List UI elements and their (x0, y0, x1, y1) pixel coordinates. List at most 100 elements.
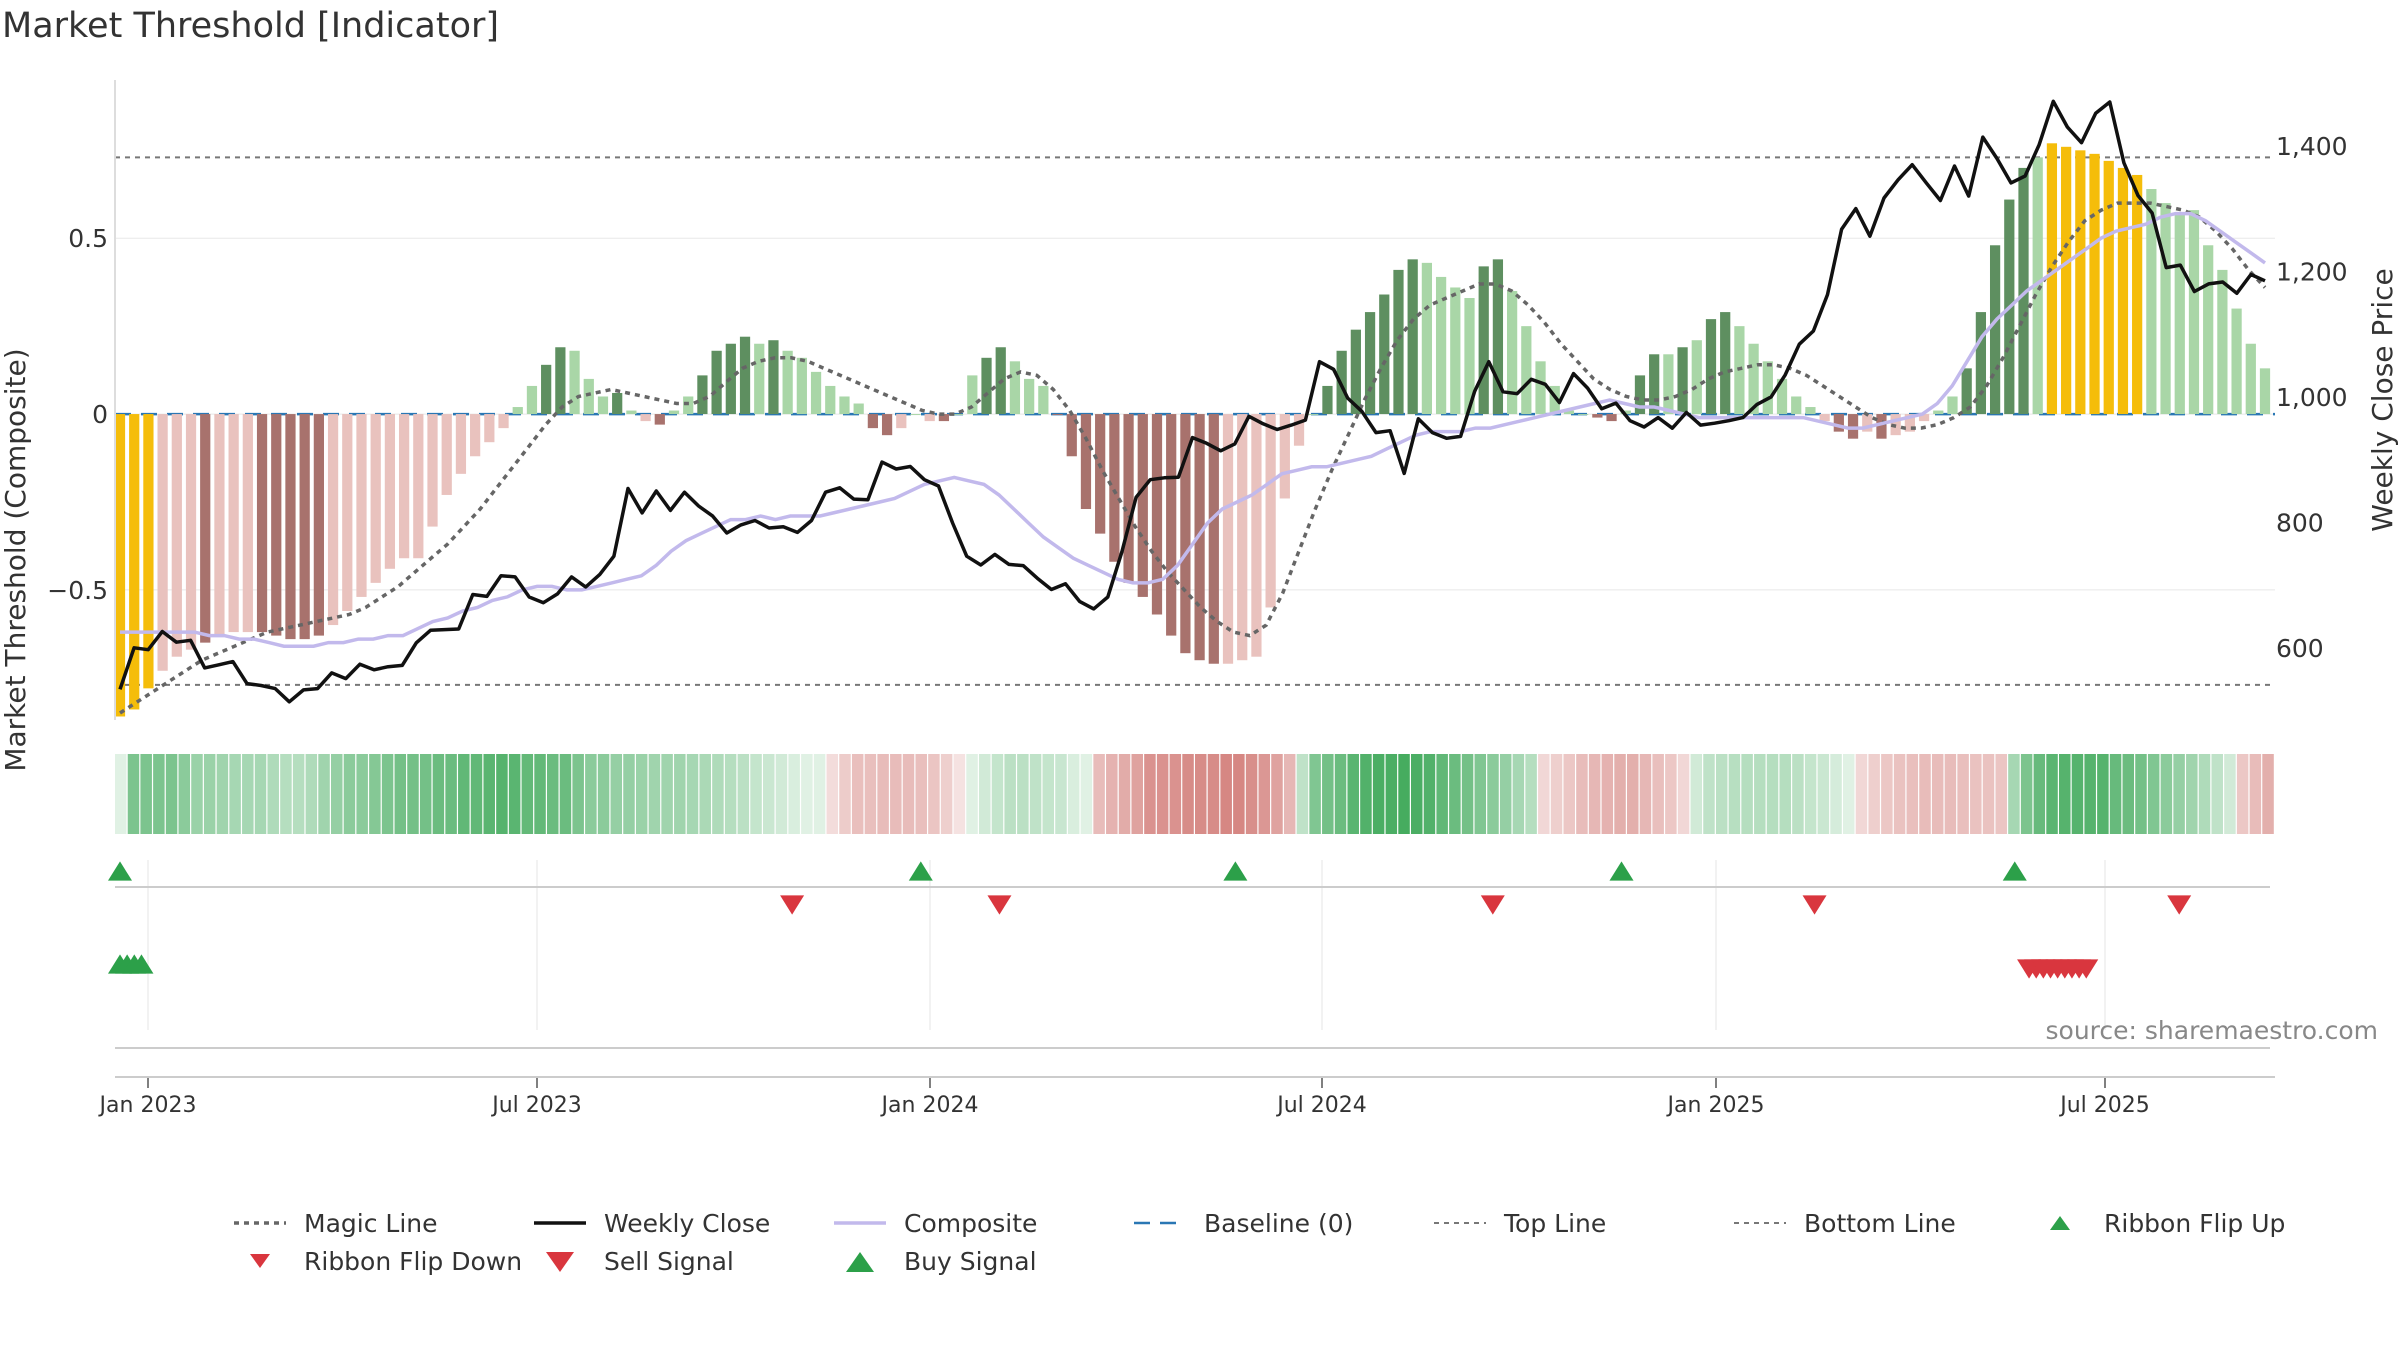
composite-bar (498, 414, 509, 429)
composite-bar (2160, 203, 2171, 415)
legend-label: Magic Line (304, 1208, 438, 1238)
signal-markers: Jan 2023 Jul 2023 Jan 2024 Jul 2024 Jan 2025… (98, 860, 2275, 1118)
composite-bar (2203, 245, 2214, 415)
sell-signal-marker (987, 895, 1012, 915)
y2-tick-label: 800 (2276, 508, 2324, 537)
ribbon-cell (229, 754, 241, 834)
ribbon-cell (1817, 754, 1830, 834)
legend-symbol-buy (846, 1252, 874, 1272)
ribbon-cell (1411, 754, 1423, 834)
composite-bar (1563, 410, 1575, 415)
y-tick-label: −0.5 (47, 576, 108, 605)
ribbon-cell (1436, 754, 1448, 834)
ribbon-cell (2236, 754, 2249, 834)
composite-bar (1024, 378, 1035, 415)
composite-bar (1222, 414, 1234, 664)
ribbon-cell (966, 754, 978, 834)
ribbon-cell (2033, 754, 2046, 834)
ribbon-cell (1957, 754, 1969, 834)
ribbon-cell (1271, 754, 1283, 834)
legend-item-top: Top Line (1430, 1205, 1606, 1241)
buy-signal-marker (1223, 861, 1248, 881)
weekly-close-line (118, 99, 2266, 704)
buy-signal-marker (108, 861, 132, 881)
composite-bar (1578, 414, 1589, 416)
y2-tick-label: 600 (2276, 634, 2324, 663)
composite-bar (143, 414, 154, 689)
composite-bar (1634, 375, 1646, 415)
composite-bar (1435, 276, 1447, 415)
composite-bar (413, 414, 424, 559)
composite-bar (711, 350, 722, 415)
composite-bar (1109, 414, 1120, 562)
composite-bar (555, 347, 566, 415)
legend-symbol-close (534, 1221, 586, 1225)
ribbon-cell (1156, 754, 1169, 834)
composite-bar (1208, 414, 1219, 664)
composite-bar (1961, 368, 1972, 415)
ribbon-cell (1144, 754, 1156, 834)
ribbon-cell (2249, 754, 2262, 834)
composite-bar (839, 396, 850, 415)
ribbon-cell (1322, 754, 1334, 834)
legend-item-baseline: Baseline (0) (1130, 1205, 1353, 1241)
y2-tick-label: 1,400 (2276, 132, 2348, 161)
composite-bar (754, 343, 765, 415)
composite-bar (2089, 153, 2100, 415)
ribbon-cell (1830, 754, 1842, 834)
composite-bar (200, 414, 211, 643)
legend-item-flip_up: Ribbon Flip Up (2030, 1205, 2285, 1241)
composite-bar (1009, 361, 1021, 415)
composite-bar (1180, 414, 1191, 654)
ribbon-cell (750, 754, 762, 834)
legend-item-buy: Buy Signal (830, 1243, 1037, 1279)
composite-bar (2061, 146, 2072, 415)
composite-bar (484, 414, 495, 443)
ribbon-cell (445, 754, 457, 834)
ribbon-cell (242, 754, 254, 834)
ribbon-cell (407, 754, 419, 834)
composite-bar (129, 414, 140, 710)
x-tick-label: Jan 2024 (880, 1093, 979, 1118)
composite-bar (242, 414, 253, 633)
composite-bar (398, 414, 410, 559)
ribbon-cell (826, 754, 839, 834)
ribbon-cell (1639, 754, 1652, 834)
legend-label: Composite (904, 1208, 1038, 1238)
composite-bar (2231, 308, 2242, 415)
composite-bar (1549, 385, 1560, 415)
composite-bar (654, 414, 665, 425)
ribbon-cell (254, 754, 267, 834)
ribbon-cell (343, 754, 356, 834)
ribbon-cell (699, 754, 711, 834)
ribbon-cell (153, 754, 165, 834)
composite-bar (1677, 347, 1688, 415)
legend-symbol-baseline (1134, 1221, 1186, 1225)
ribbon-cell (2020, 754, 2033, 834)
composite-bar (2132, 174, 2143, 415)
composite-bar (1947, 396, 1958, 415)
composite-bar (1293, 414, 1305, 446)
composite-bar (910, 414, 921, 416)
ribbon-cell (496, 754, 508, 834)
chart-title: Market Threshold [Indicator] (2, 6, 500, 46)
composite-bar (896, 414, 907, 429)
composite-bar (1819, 414, 1830, 422)
ribbon-strip (115, 754, 2274, 834)
composite-bar (683, 396, 694, 415)
ribbon-cell (1944, 754, 1957, 834)
composite-bar (1705, 319, 1717, 415)
ribbon-cell (1283, 754, 1296, 834)
ribbon-cell (1461, 754, 1474, 834)
composite-bar (1762, 361, 1773, 415)
ribbon-cell (1970, 754, 1982, 834)
legend-label: Ribbon Flip Up (2104, 1208, 2286, 1238)
ribbon-cell (915, 754, 927, 834)
ribbon-cell (610, 754, 623, 834)
ribbon-cell (953, 754, 966, 834)
composite-bar (2046, 143, 2058, 415)
composite-bar (1322, 385, 1333, 415)
ribbon-cell (1233, 754, 1245, 834)
composite-bar (256, 414, 268, 633)
ribbon-cell (1766, 754, 1779, 834)
